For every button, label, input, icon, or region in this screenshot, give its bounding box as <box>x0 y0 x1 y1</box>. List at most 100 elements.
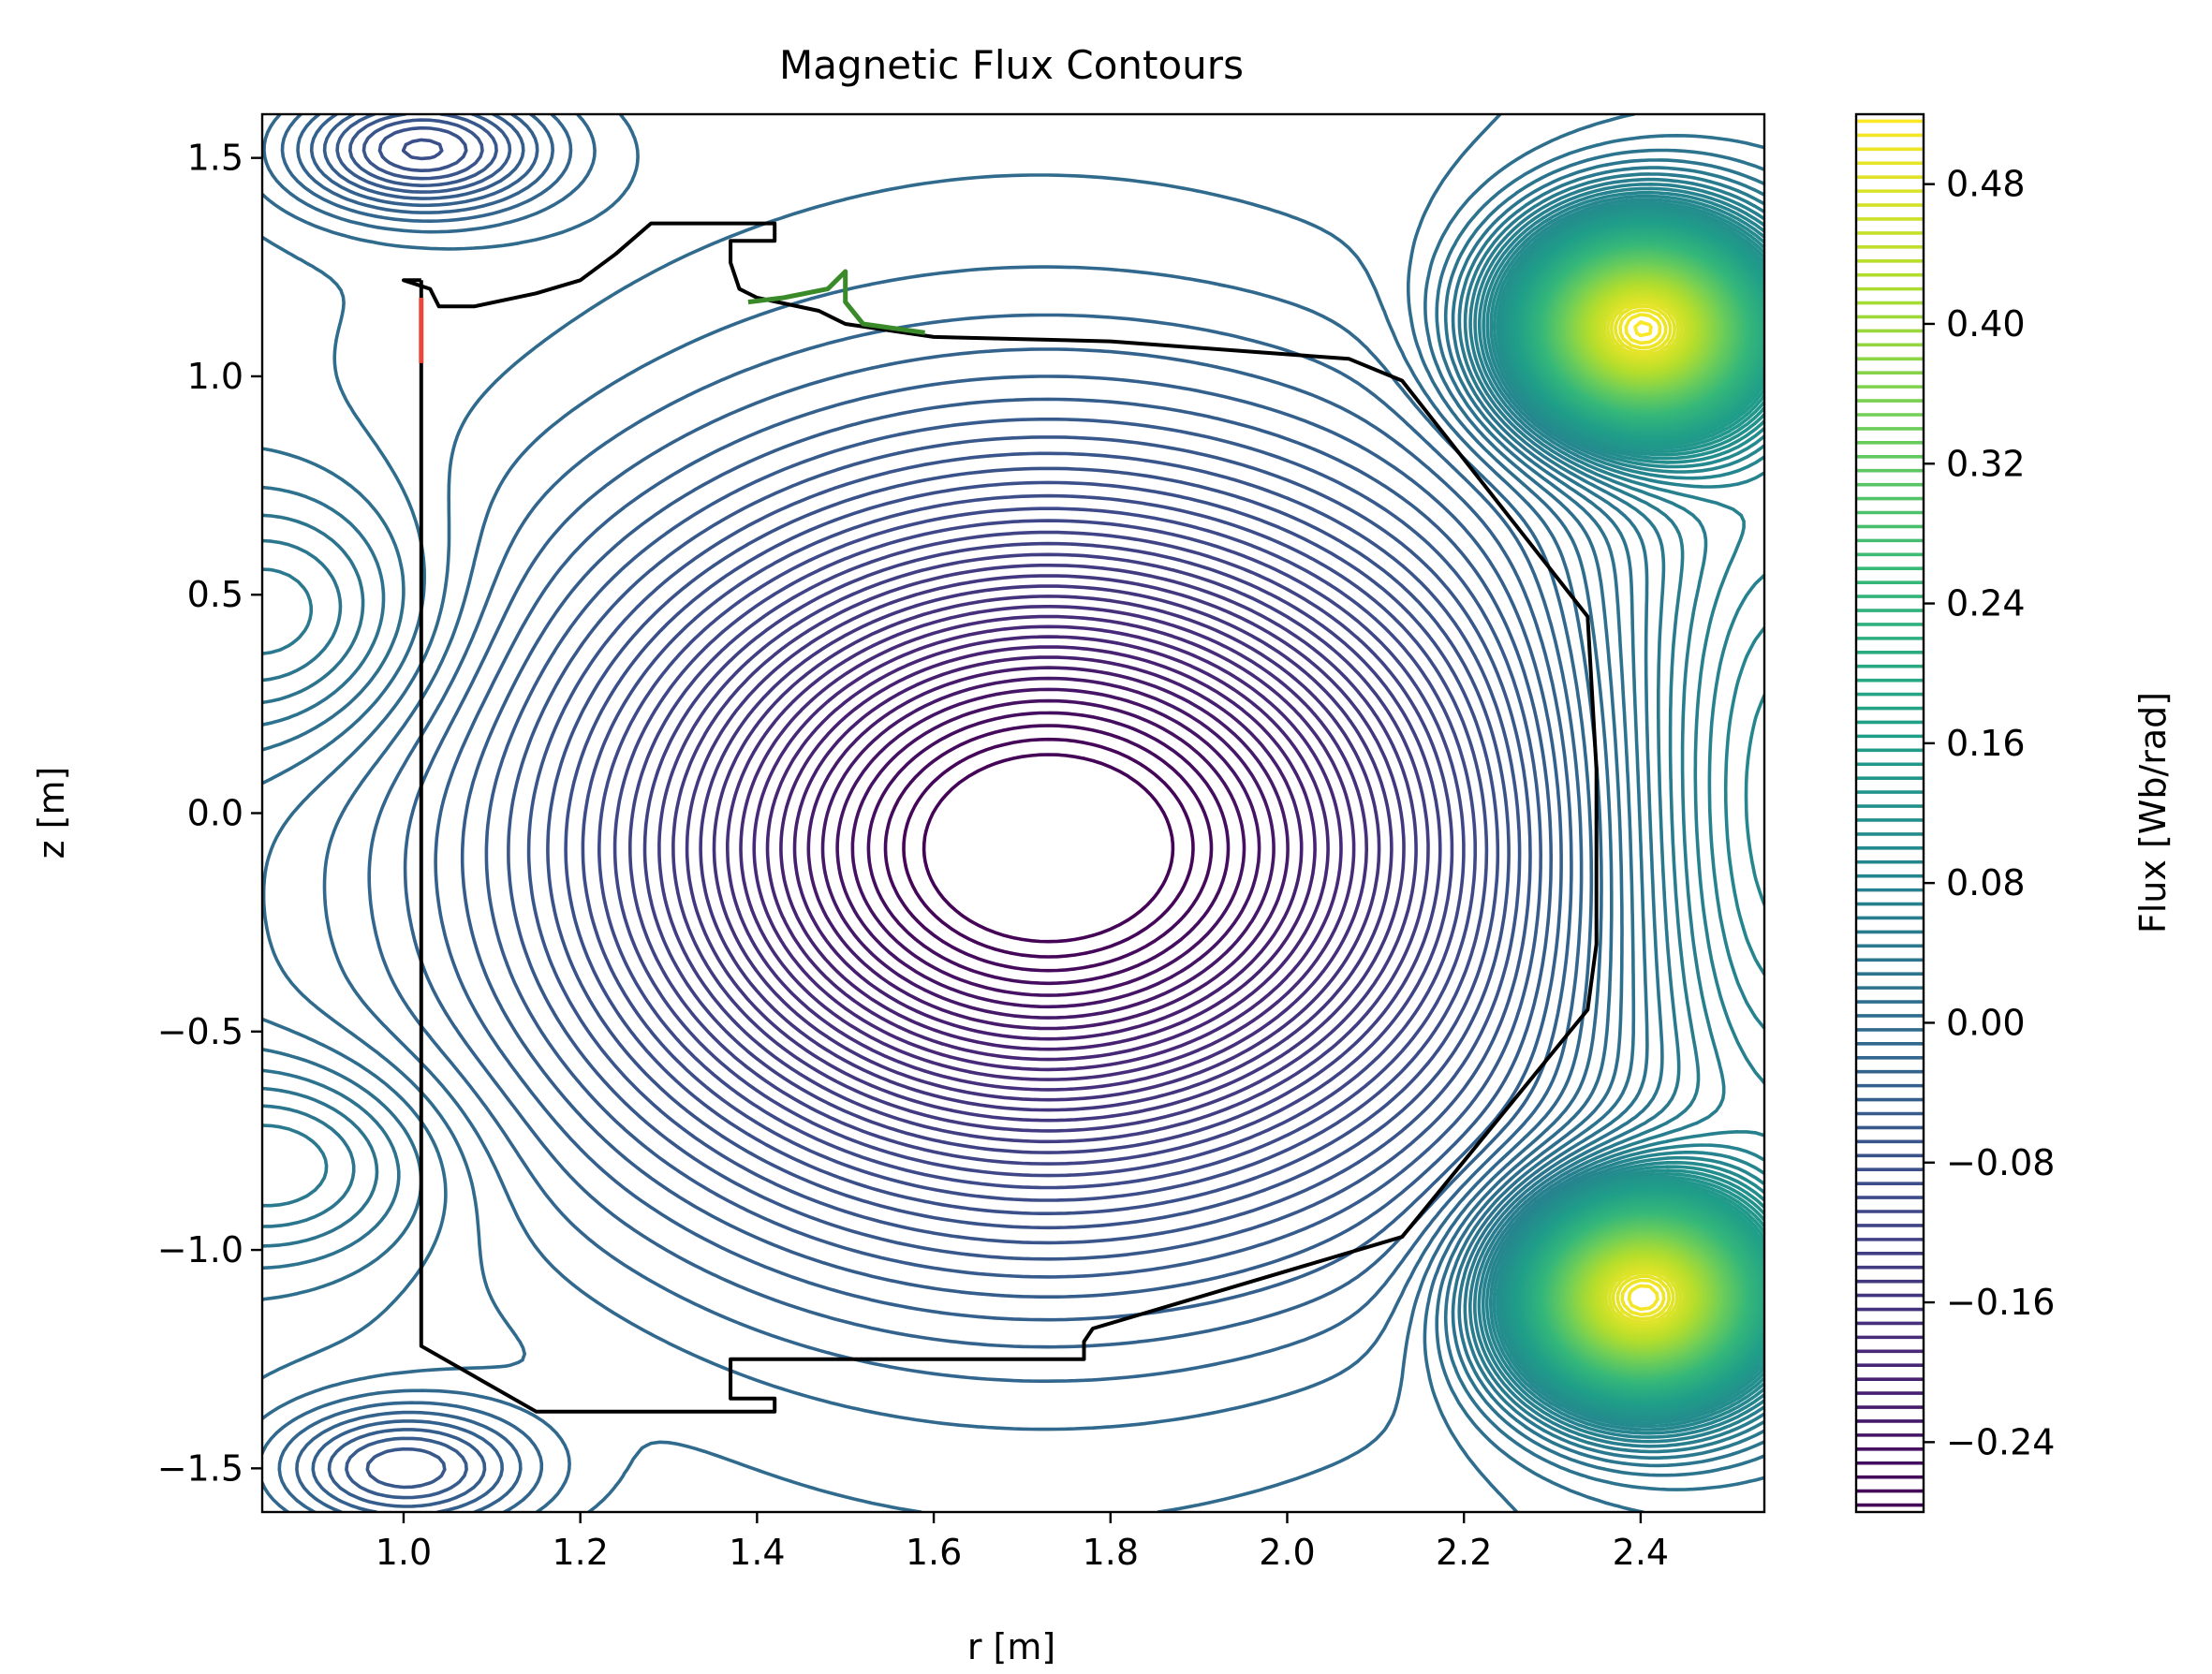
x-tick-label: 2.4 <box>1613 1532 1669 1573</box>
contour-level <box>792 655 1304 1041</box>
contour-level <box>657 552 1430 1144</box>
colorbar-label: Flux [Wb/rad] <box>2132 692 2174 933</box>
contour-level <box>866 711 1231 986</box>
contour-level <box>262 148 1764 1477</box>
contour-level <box>1482 190 1764 1435</box>
chart-title: Magnetic Flux Contours <box>779 42 1244 88</box>
contour-level <box>1533 236 1758 1389</box>
contour-level <box>581 493 1489 1202</box>
y-tick-label: 1.5 <box>187 138 243 179</box>
colorbar: −0.24 −0.16 −0.08 0.00 0.08 0.16 0.24 0.32 0.40 0… <box>1854 112 2055 1514</box>
contour-level <box>685 574 1406 1123</box>
contour-level <box>1602 295 1684 1330</box>
contour-level <box>1558 258 1729 1367</box>
contour-level <box>295 114 1573 1512</box>
contour-level <box>322 114 1553 1508</box>
contour-level <box>1555 255 1733 1371</box>
contour-level <box>1526 230 1764 1396</box>
contour-level <box>1585 281 1701 1344</box>
contour-level <box>642 541 1442 1154</box>
contour-level <box>765 635 1330 1062</box>
contour-level <box>1593 287 1693 1338</box>
contour-level <box>902 737 1195 959</box>
contour-level <box>1581 277 1706 1348</box>
vessel-wall <box>402 221 1599 1414</box>
vessel-wall-outline <box>402 221 1599 1414</box>
colorbar-tick-label: −0.24 <box>1946 1421 2055 1462</box>
contour-level <box>1548 249 1741 1376</box>
contour-level <box>671 564 1418 1133</box>
contour-level <box>1537 241 1753 1386</box>
x-tick-label: 2.0 <box>1259 1532 1315 1573</box>
contour-level <box>1540 242 1750 1384</box>
contour-level <box>401 138 1500 1215</box>
y-axis-ticks: −1.5 −1.0 −0.5 0.0 0.5 1.0 1.5 <box>157 138 262 1489</box>
contour-level <box>835 687 1261 1009</box>
contour-level <box>262 114 1594 1512</box>
wall-segment-2 <box>747 269 925 335</box>
contour-level <box>262 166 1764 1460</box>
contour-level <box>779 645 1317 1051</box>
contour-level <box>1600 292 1687 1333</box>
contour-level <box>1597 290 1690 1335</box>
contour-level <box>1541 244 1747 1382</box>
y-axis-label: z [m] <box>31 767 72 859</box>
colorbar-tick-label: 0.40 <box>1946 303 2026 345</box>
x-tick-label: 1.4 <box>729 1532 785 1573</box>
contour-level <box>1505 212 1764 1414</box>
contour-level <box>597 507 1477 1190</box>
contour-level <box>712 595 1381 1102</box>
contour-level <box>806 666 1290 1031</box>
y-tick-label: 0.0 <box>187 793 243 834</box>
contour-level <box>361 118 1522 1245</box>
x-tick-label: 1.0 <box>376 1532 432 1573</box>
contour-level <box>922 753 1175 944</box>
x-axis-ticks: 1.0 1.2 1.4 1.6 1.8 2.0 2.2 2.4 <box>376 1512 1669 1573</box>
contour-level <box>1584 279 1703 1346</box>
contour-level <box>1523 228 1764 1398</box>
contour-level <box>1588 284 1698 1343</box>
y-tick-label: −1.5 <box>157 1447 243 1489</box>
contour-level <box>1463 172 1764 1454</box>
y-tick-label: 1.0 <box>187 356 243 397</box>
contour-level <box>1496 204 1764 1422</box>
contour-level <box>1535 238 1755 1388</box>
x-tick-label: 1.8 <box>1083 1532 1139 1573</box>
colorbar-tick-label: −0.16 <box>1946 1282 2055 1323</box>
contour-level <box>1579 275 1708 1351</box>
x-tick-label: 2.2 <box>1436 1532 1492 1573</box>
y-tick-label: −0.5 <box>157 1011 243 1052</box>
contour-level <box>262 114 1645 1512</box>
contour-level <box>1492 200 1764 1425</box>
contour-level <box>1563 262 1725 1364</box>
contour-level <box>739 614 1356 1081</box>
contour-level <box>1571 270 1716 1357</box>
contour-level <box>1570 268 1718 1358</box>
colorbar-tick-label: 0.16 <box>1946 723 2026 764</box>
contour-level <box>262 134 1764 1491</box>
contour-level <box>1591 286 1696 1340</box>
contour-level <box>1633 320 1653 338</box>
contour-level <box>1528 232 1762 1393</box>
contour-level <box>699 584 1394 1112</box>
contour-level <box>628 530 1454 1166</box>
x-tick-label: 1.2 <box>552 1532 608 1573</box>
contour-level <box>1624 313 1662 1312</box>
contour-level <box>1618 308 1668 1316</box>
contour-level <box>1530 234 1761 1391</box>
colorbar-tick-label: 0.08 <box>1946 862 2026 903</box>
contour-level <box>1614 304 1673 1321</box>
contour-level <box>1518 224 1764 1402</box>
contour-level <box>1550 251 1738 1374</box>
colorbar-tick-label: 0.48 <box>1946 164 2026 205</box>
y-tick-label: 0.5 <box>187 574 243 615</box>
contour-level <box>1485 194 1764 1432</box>
contour-level <box>1473 183 1764 1444</box>
contour-level <box>1543 246 1746 1380</box>
contour-level <box>1576 273 1711 1353</box>
colorbar-tick-label: 0.00 <box>1946 1002 2026 1043</box>
colorbar-tick-label: 0.32 <box>1946 443 2026 484</box>
colorbar-frame <box>1854 112 1925 1514</box>
contour-level <box>1502 210 1764 1417</box>
